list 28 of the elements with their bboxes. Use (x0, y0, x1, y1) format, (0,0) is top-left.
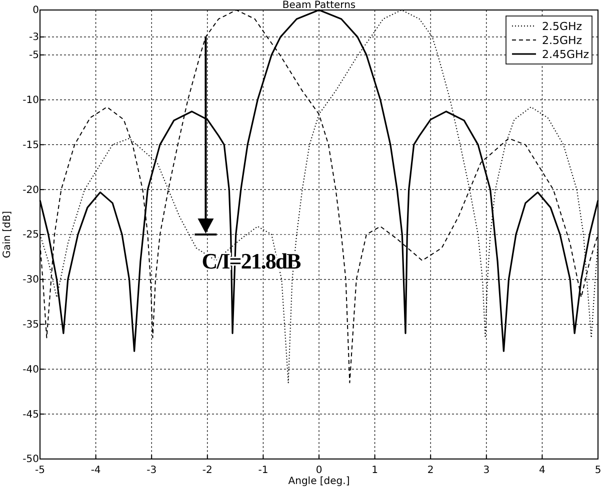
x-tick-label: 5 (594, 465, 602, 476)
x-tick-label: 1 (372, 465, 378, 476)
y-tick-label: -40 (22, 364, 39, 376)
x-tick-label: -4 (90, 465, 101, 476)
x-tick-label: -2 (202, 465, 212, 476)
x-tick-label: 2 (427, 465, 434, 476)
x-tick-label: 3 (483, 465, 490, 476)
y-tick-label: -50 (22, 454, 39, 466)
y-axis-title: Gain [dB] (2, 210, 13, 258)
legend-label: 2.5GHz (542, 20, 582, 33)
y-tick-label: -35 (22, 320, 39, 330)
y-tick-label: -45 (22, 409, 39, 420)
x-tick-label: 0 (316, 465, 322, 476)
x-tick-label: -1 (258, 465, 268, 476)
y-tick-label: -5 (29, 50, 39, 62)
legend-label: 2.45GHz (542, 48, 590, 61)
x-axis-title: Angle [deg.] (288, 476, 350, 487)
y-tick-label: -20 (22, 184, 39, 196)
legend-label: 2.5GHz (542, 34, 582, 47)
y-tick-label: -15 (22, 140, 39, 151)
y-tick-label: -3 (29, 32, 39, 44)
y-tick-label: -25 (22, 230, 39, 241)
y-tick-label: 0 (32, 5, 39, 16)
y-tick-label: -30 (22, 274, 39, 286)
y-tick-label: -10 (22, 95, 39, 106)
chart-title: Beam Patterns (282, 0, 356, 11)
x-tick-label: 4 (539, 465, 546, 476)
x-tick-label: -3 (146, 465, 157, 476)
